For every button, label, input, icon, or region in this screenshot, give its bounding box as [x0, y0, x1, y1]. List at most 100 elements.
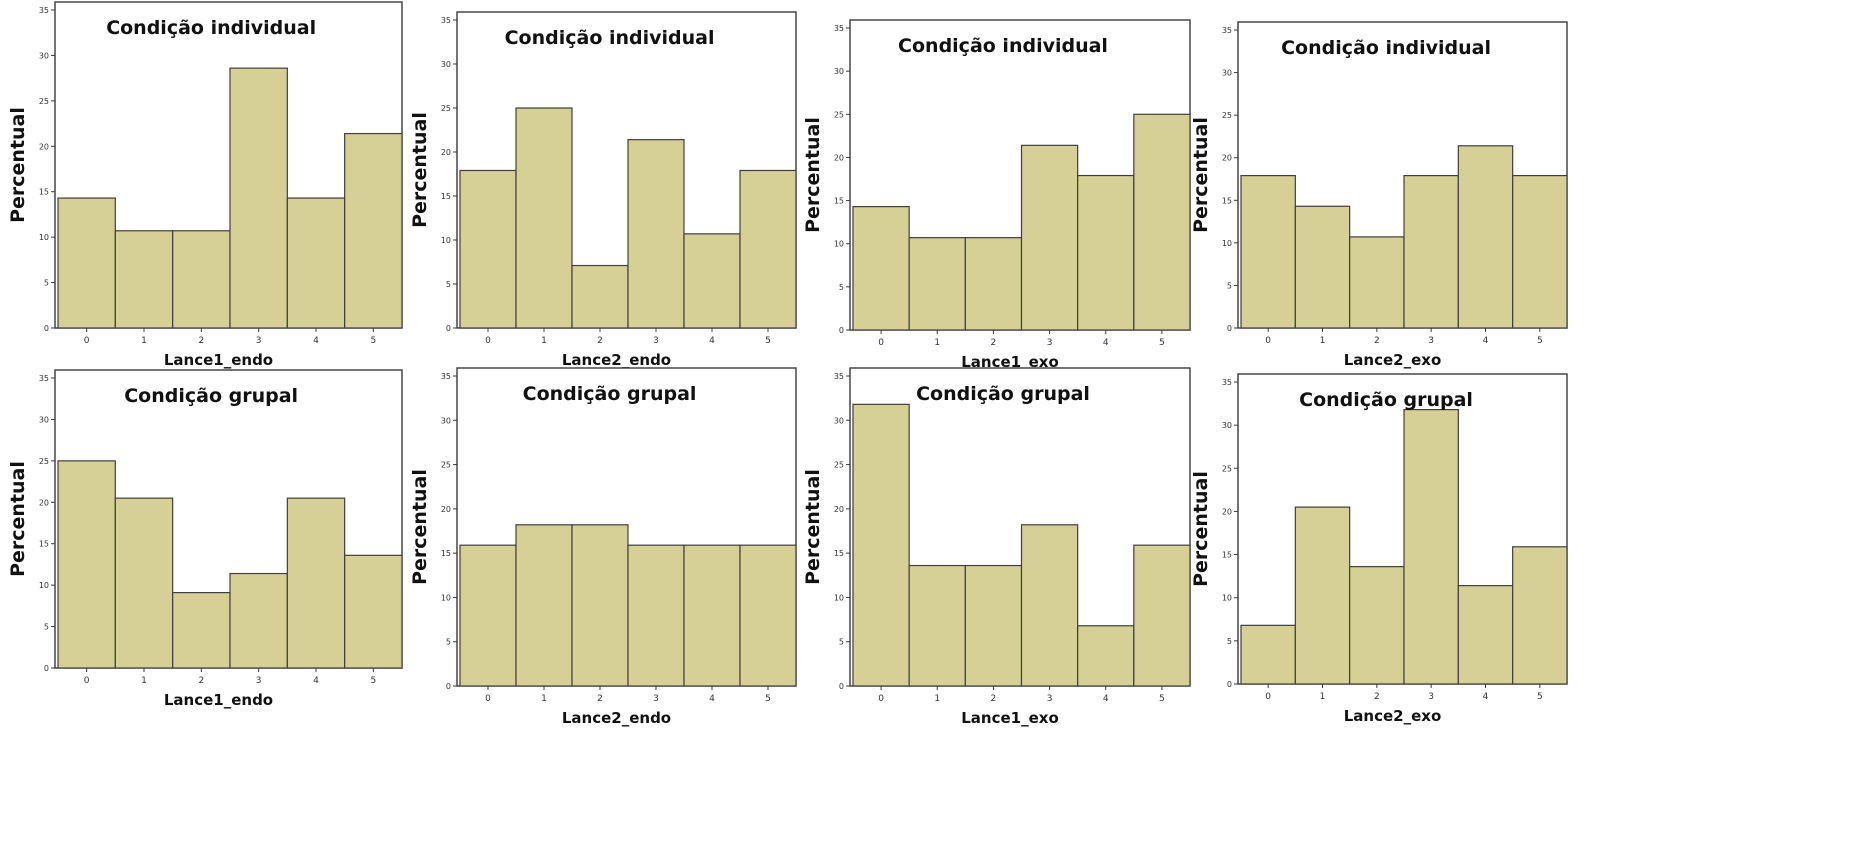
y-tick-label: 15	[39, 188, 49, 197]
y-tick-label: 25	[39, 457, 49, 466]
x-tick-label: 5	[1537, 692, 1543, 702]
y-tick-label: 25	[834, 461, 844, 470]
y-tick-label: 15	[441, 192, 451, 201]
y-tick-label: 0	[1227, 324, 1232, 333]
bar-1	[1294, 205, 1351, 329]
x-tick-label: 0	[485, 336, 491, 346]
bar-4	[683, 544, 741, 687]
chart-title: Condição grupal	[1299, 389, 1473, 411]
bar-5	[1512, 546, 1568, 685]
y-tick-label: 30	[1222, 69, 1232, 78]
x-tick-label: 0	[878, 694, 884, 704]
bar-4	[286, 497, 346, 669]
y-tick-label: 20	[1222, 154, 1232, 163]
y-tick-label: 20	[441, 505, 451, 514]
y-tick-label: 20	[39, 498, 49, 507]
x-tick-label: 4	[1483, 336, 1489, 346]
y-axis-label: Percentual	[802, 469, 824, 585]
y-axis-label: Percentual	[7, 461, 29, 577]
bar-0	[459, 544, 517, 687]
x-tick-label: 2	[991, 694, 997, 704]
x-tick-label: 3	[1047, 338, 1053, 348]
bar-2	[964, 564, 1023, 687]
bar-2	[1349, 236, 1405, 329]
y-tick-label: 20	[834, 505, 844, 514]
x-tick-label: 4	[709, 336, 715, 346]
y-tick-label: 20	[441, 148, 451, 157]
x-axis-label: Lance1_exo	[961, 709, 1059, 727]
y-tick-label: 35	[1222, 26, 1232, 35]
x-tick-label: 1	[1320, 692, 1326, 702]
y-tick-label: 35	[39, 6, 49, 15]
y-tick-label: 15	[834, 197, 844, 206]
bar-2	[1349, 566, 1405, 685]
y-tick-label: 5	[446, 638, 451, 647]
y-axis-label: Percentual	[409, 112, 431, 228]
y-tick-label: 10	[834, 240, 844, 249]
bar-4	[1077, 625, 1135, 687]
x-axis-label: Lance2_endo	[562, 709, 671, 727]
y-tick-label: 5	[1227, 637, 1232, 646]
y-tick-label: 5	[446, 280, 451, 289]
x-tick-label: 2	[198, 336, 204, 346]
y-tick-label: 15	[834, 549, 844, 558]
y-tick-label: 15	[441, 549, 451, 558]
y-tick-label: 35	[441, 372, 451, 381]
y-tick-label: 5	[44, 279, 49, 288]
bar-1	[114, 497, 174, 669]
x-tick-label: 4	[1103, 338, 1109, 348]
y-tick-label: 0	[839, 682, 844, 691]
y-tick-label: 20	[834, 153, 844, 162]
bar-2	[964, 237, 1023, 331]
y-tick-label: 25	[441, 461, 451, 470]
bar-0	[459, 169, 517, 329]
bar-5	[739, 544, 797, 687]
y-tick-label: 30	[1222, 421, 1232, 430]
x-tick-label: 2	[597, 694, 603, 704]
x-tick-label: 0	[84, 336, 90, 346]
x-tick-label: 3	[1428, 692, 1434, 702]
bar-2	[172, 591, 231, 669]
x-tick-label: 0	[84, 676, 90, 686]
y-tick-label: 25	[1222, 464, 1232, 473]
x-tick-label: 5	[370, 336, 376, 346]
bar-3	[627, 544, 685, 687]
x-axis-label: Lance2_exo	[1344, 707, 1442, 725]
y-tick-label: 10	[39, 581, 49, 590]
y-tick-label: 5	[839, 283, 844, 292]
y-tick-label: 25	[441, 104, 451, 113]
chart-title: Condição individual	[898, 35, 1108, 57]
x-tick-label: 0	[878, 338, 884, 348]
x-tick-label: 4	[1103, 694, 1109, 704]
x-tick-label: 5	[1159, 338, 1165, 348]
bar-3	[229, 67, 288, 329]
y-tick-label: 25	[834, 110, 844, 119]
y-tick-label: 30	[441, 60, 451, 69]
x-tick-label: 5	[1537, 336, 1543, 346]
bar-0	[852, 206, 910, 331]
y-tick-label: 35	[441, 16, 451, 25]
bar-5	[344, 132, 403, 329]
bar-1	[515, 107, 573, 329]
bar-4	[683, 233, 741, 329]
histogram-panel-4: 0 5 10 15 20 25 30 35 0 1 2 3 4 5 Condição individual P…	[1190, 21, 1568, 369]
y-tick-label: 10	[1222, 239, 1232, 248]
y-tick-label: 0	[839, 326, 844, 335]
histogram-panel-1: 0 5 10 15 20 25 30 35 0 1 2 3 4 5 Condição individual P…	[7, 1, 403, 369]
y-axis-label: Percentual	[1190, 471, 1212, 587]
bar-5	[344, 554, 403, 669]
y-tick-label: 20	[39, 142, 49, 151]
y-tick-label: 35	[39, 374, 49, 383]
bar-2	[571, 264, 629, 329]
bar-3	[1403, 409, 1459, 685]
bar-0	[1240, 174, 1296, 329]
bar-3	[627, 139, 685, 329]
y-axis-label: Percentual	[7, 107, 29, 223]
bar-2	[172, 230, 231, 329]
y-tick-label: 25	[39, 97, 49, 106]
y-tick-label: 10	[441, 593, 451, 602]
y-tick-label: 0	[446, 682, 451, 691]
bar-1	[908, 237, 966, 331]
x-axis-label: Lance2_endo	[562, 351, 671, 369]
x-tick-label: 2	[991, 338, 997, 348]
